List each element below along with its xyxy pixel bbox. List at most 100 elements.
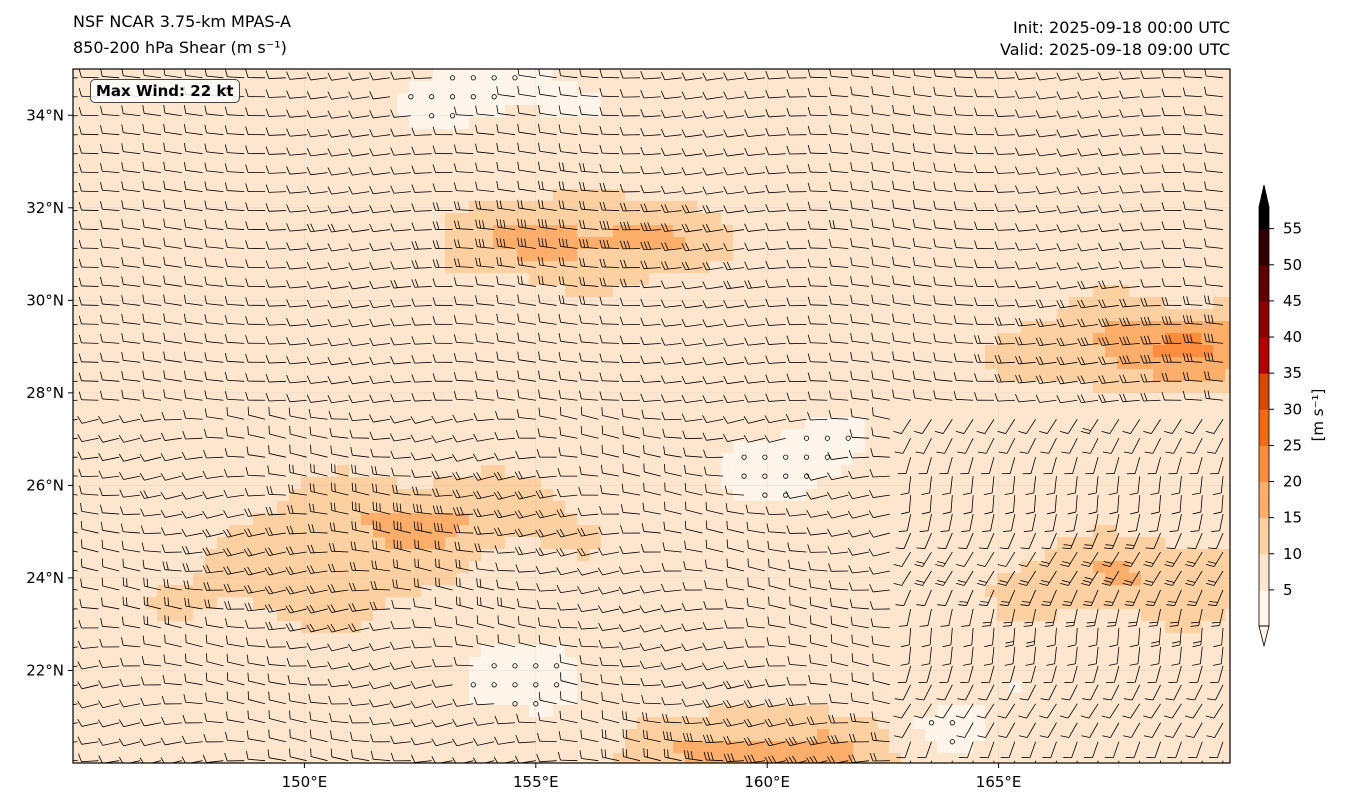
shear-cell	[625, 321, 638, 334]
shear-cell	[913, 201, 926, 214]
shear-cell	[817, 645, 830, 658]
shear-cell	[445, 561, 458, 574]
shear-cell	[73, 645, 86, 658]
shear-cell	[397, 753, 410, 763]
shear-cell	[73, 321, 86, 334]
shear-cell	[301, 441, 314, 454]
shear-cell	[421, 441, 434, 454]
shear-cell	[865, 249, 878, 262]
shear-cell	[673, 213, 686, 226]
shear-cell	[865, 201, 878, 214]
shear-cell	[913, 633, 926, 646]
shear-cell	[241, 129, 254, 142]
shear-cell	[457, 141, 470, 154]
shear-cell	[1021, 645, 1034, 658]
shear-cell	[1069, 141, 1082, 154]
shear-cell	[757, 249, 770, 262]
shear-cell	[469, 681, 482, 694]
shear-cell	[109, 153, 122, 166]
shear-cell	[313, 237, 326, 250]
shear-cell	[805, 645, 818, 658]
shear-cell	[961, 381, 974, 394]
shear-cell	[865, 225, 878, 238]
shear-cell	[541, 441, 554, 454]
shear-cell	[157, 237, 170, 250]
shear-cell	[769, 585, 782, 598]
shear-cell	[109, 417, 122, 430]
shear-cell	[373, 585, 386, 598]
shear-cell	[661, 417, 674, 430]
shear-cell	[1021, 321, 1034, 334]
shear-cell	[1057, 741, 1070, 754]
shear-cell	[385, 81, 398, 94]
shear-cell	[433, 309, 446, 322]
shear-cell	[349, 309, 362, 322]
shear-cell	[469, 153, 482, 166]
shear-cell	[709, 369, 722, 382]
shear-cell	[805, 297, 818, 310]
shear-cell	[253, 681, 266, 694]
shear-cell	[889, 621, 902, 634]
shear-cell	[337, 405, 350, 418]
shear-cell	[493, 357, 506, 370]
shear-cell	[349, 273, 362, 286]
shear-cell	[457, 81, 470, 94]
shear-cell	[457, 165, 470, 178]
shear-cell	[337, 621, 350, 634]
shear-cell	[421, 609, 434, 622]
shear-cell	[805, 537, 818, 550]
shear-cell	[733, 729, 746, 742]
shear-cell	[661, 285, 674, 298]
shear-cell	[313, 753, 326, 763]
shear-cell	[145, 321, 158, 334]
shear-cell	[865, 633, 878, 646]
shear-cell	[1009, 453, 1022, 466]
shear-cell	[889, 393, 902, 406]
shear-cell	[805, 273, 818, 286]
shear-cell	[433, 477, 446, 490]
shear-cell	[877, 573, 890, 586]
shear-cell	[145, 441, 158, 454]
shear-cell	[217, 345, 230, 358]
shear-cell	[577, 705, 590, 718]
shear-cell	[229, 537, 242, 550]
shear-cell	[469, 309, 482, 322]
shear-cell	[157, 309, 170, 322]
shear-cell	[409, 549, 422, 562]
shear-cell	[217, 705, 230, 718]
shear-cell	[1021, 93, 1034, 106]
shear-cell	[229, 669, 242, 682]
shear-cell	[613, 321, 626, 334]
shear-cell	[565, 729, 578, 742]
shear-cell	[337, 381, 350, 394]
shear-cell	[397, 297, 410, 310]
shear-cell	[193, 753, 206, 763]
shear-cell	[565, 141, 578, 154]
shear-cell	[277, 681, 290, 694]
shear-cell	[745, 309, 758, 322]
shear-cell	[745, 489, 758, 502]
shear-cell	[73, 261, 86, 274]
shear-cell	[1069, 645, 1082, 658]
shear-cell	[229, 177, 242, 190]
shear-cell	[613, 633, 626, 646]
shear-cell	[397, 645, 410, 658]
shear-cell	[313, 501, 326, 514]
shear-cell	[481, 465, 494, 478]
shear-cell	[1057, 441, 1070, 454]
shear-cell	[217, 693, 230, 706]
shear-cell	[349, 669, 362, 682]
shear-cell	[109, 465, 122, 478]
shear-cell	[313, 513, 326, 526]
shear-cell	[457, 717, 470, 730]
shear-cell	[73, 405, 86, 418]
shear-cell	[649, 669, 662, 682]
shear-cell	[529, 465, 542, 478]
shear-cell	[253, 729, 266, 742]
shear-cell	[481, 225, 494, 238]
shear-cell	[565, 549, 578, 562]
shear-cell	[253, 465, 266, 478]
shear-cell	[277, 237, 290, 250]
shear-cell	[901, 453, 914, 466]
shear-cell	[181, 513, 194, 526]
